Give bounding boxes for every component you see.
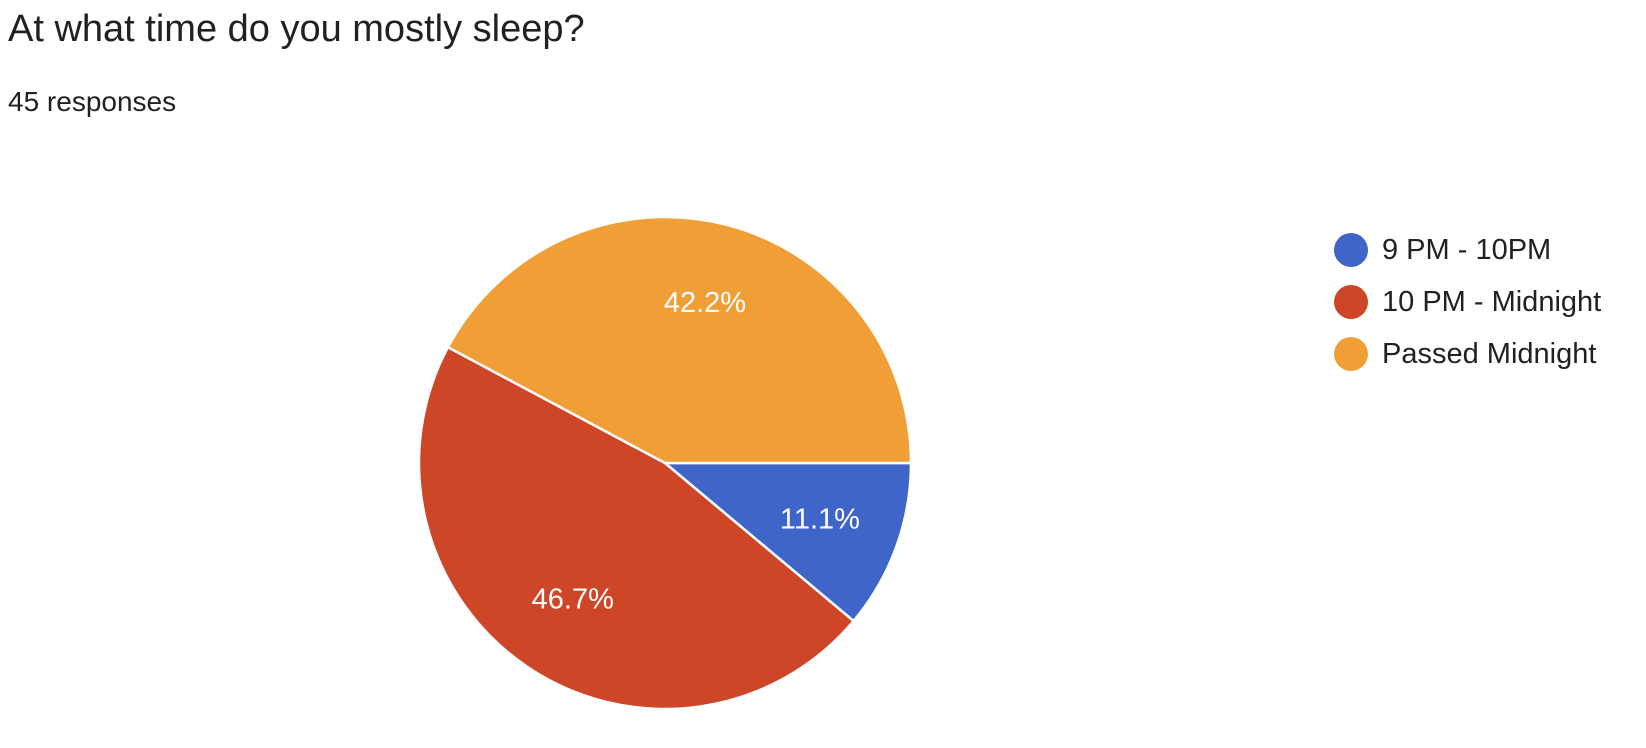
legend-swatch	[1334, 337, 1368, 371]
pie-slice-9pm-10pm[interactable]	[661, 461, 913, 623]
legend-label: 9 PM - 10PM	[1382, 233, 1552, 266]
pie-label-10pm-midnight: 46.7%	[532, 584, 614, 616]
legend-item-9pm-10pm[interactable]: 9 PM - 10PM	[1334, 224, 1601, 276]
legend-item-10pm-midnight[interactable]: 10 PM - Midnight	[1334, 276, 1601, 328]
response-count: 45 responses	[8, 86, 177, 117]
legend-label: Passed Midnight	[1382, 337, 1597, 370]
pie-slice-passed-midnight[interactable]	[446, 215, 913, 465]
question-title: At what time do you mostly sleep?	[8, 8, 585, 50]
pie-label-9pm-10pm: 11.1%	[780, 503, 860, 535]
legend-swatch	[1334, 233, 1368, 267]
legend-item-passed-midnight[interactable]: Passed Midnight	[1334, 328, 1601, 380]
legend-label: 10 PM - Midnight	[1382, 285, 1602, 318]
pie-slices	[417, 215, 913, 711]
pie-slice-10pm-midnight[interactable]	[417, 345, 856, 711]
pie-slice-labels: 11.1% 46.7% 42.2%	[532, 287, 860, 616]
chart-legend: 9 PM - 10PM 10 PM - Midnight Passed Midn…	[1334, 224, 1601, 380]
legend-swatch	[1334, 285, 1368, 319]
pie-label-passed-midnight: 42.2%	[664, 287, 746, 319]
